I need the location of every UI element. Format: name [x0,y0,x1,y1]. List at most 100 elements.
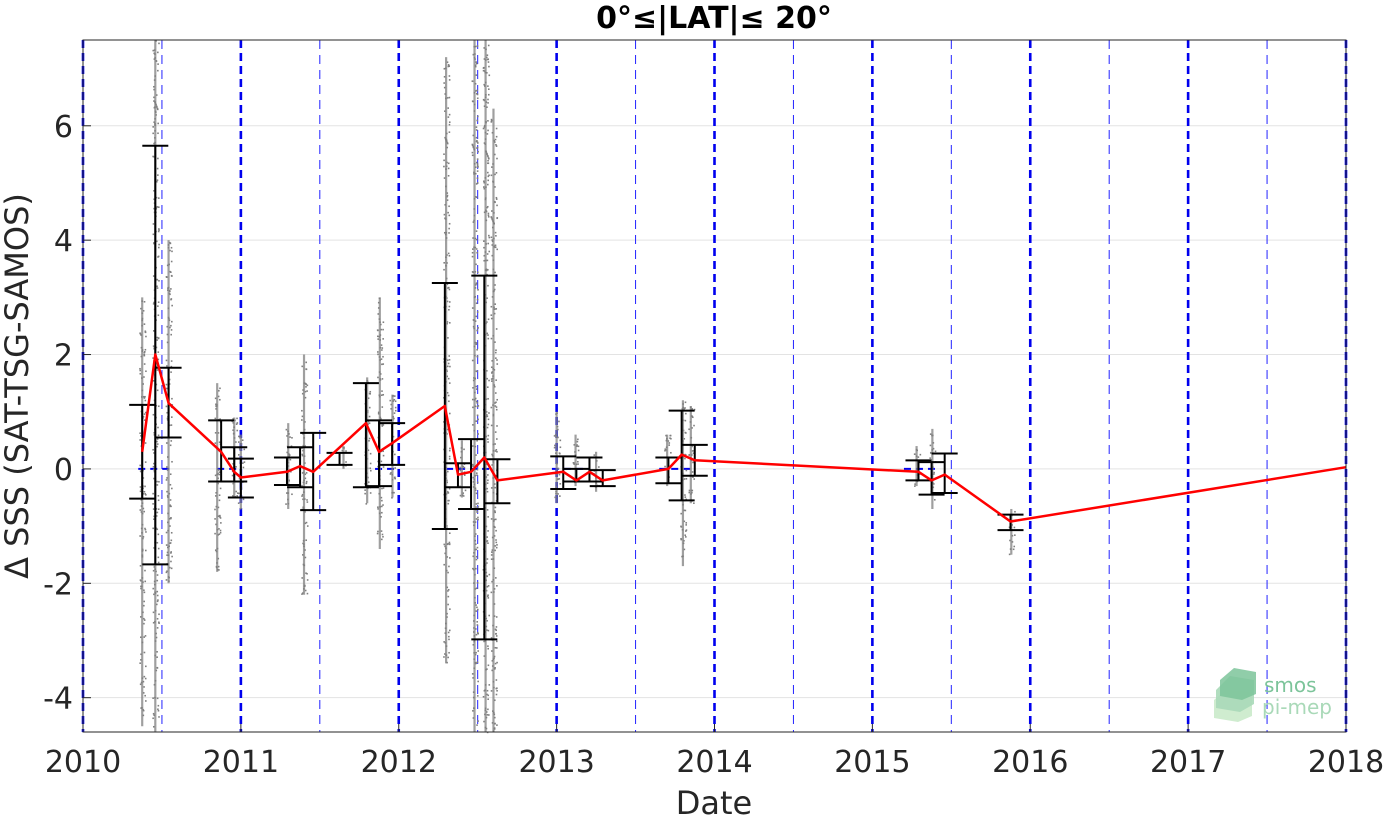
data-point [165,387,168,390]
data-point [156,440,158,443]
data-point [475,385,477,388]
error-bar [918,461,945,496]
data-point [685,522,688,524]
data-point [475,282,478,284]
data-point [472,643,475,646]
data-point [495,349,497,352]
data-point [933,498,936,501]
data-point [156,600,159,603]
data-point [237,454,240,456]
data-point [170,298,173,300]
data-point [156,108,159,111]
data-point [486,369,488,372]
data-point [170,552,172,554]
data-point [381,378,384,380]
data-point [684,419,687,422]
data-point [487,423,490,426]
data-point [553,435,556,437]
data-point [462,492,465,494]
data-point [217,506,220,509]
data-point [153,462,155,465]
data-point [487,597,490,599]
data-point [475,315,478,318]
data-point [471,463,474,466]
data-point [446,97,449,99]
data-point [475,92,478,95]
data-point [496,450,498,453]
data-point [377,335,379,338]
data-point [382,355,384,358]
data-point [157,495,160,497]
data-point [143,397,146,399]
data-point [495,145,498,147]
data-point [669,434,672,437]
data-point [214,549,217,551]
data-point [448,232,450,234]
data-point [377,411,380,414]
data-point [474,166,477,169]
data-point [554,496,557,499]
data-point [156,445,158,448]
data-point [477,516,479,519]
data-point [494,405,497,407]
data-point [598,466,600,468]
data-point [301,415,304,418]
data-point [156,180,158,183]
data-point [301,593,303,595]
data-point [476,621,479,623]
data-point [475,196,478,199]
data-point [670,451,672,454]
data-point [475,548,478,551]
data-point [447,64,450,66]
x-tick-label-2012: 2012 [361,745,437,780]
data-point [477,327,479,329]
data-point [155,60,158,62]
data-point [156,278,159,281]
data-point [165,479,168,481]
data-point [482,240,485,242]
data-point [157,301,160,304]
data-point [476,271,479,274]
data-point [447,394,450,397]
data-point [475,587,478,590]
data-point [170,560,172,563]
data-point [443,75,446,78]
data-point [166,466,168,468]
data-point [242,462,244,464]
data-point [232,495,234,497]
data-point [471,144,474,147]
data-point [448,214,451,217]
data-point [170,517,172,520]
data-point [487,120,489,122]
data-point [476,724,478,726]
data-point [487,434,490,437]
data-point [475,136,478,139]
data-point [691,450,694,452]
data-point [475,506,477,508]
data-point [494,431,497,433]
data-point [304,556,307,559]
data-point [475,610,477,612]
data-point [491,239,494,241]
data-point [486,689,489,692]
data-point [474,284,477,286]
data-point [486,629,488,631]
data-point [152,508,155,510]
data-point [291,493,293,496]
data-point [448,458,451,460]
data-point [472,134,475,137]
data-point [143,622,145,625]
data-point [446,470,449,473]
data-point [169,499,172,501]
data-point [214,397,217,400]
data-point [446,556,449,558]
data-point [487,159,489,162]
data-point [217,565,220,568]
data-point [680,538,682,540]
data-point [487,102,489,104]
x-axis-ticks: 2010 2011 2012 2013 2014 2015 2016 2017 2018 [45,724,1384,780]
data-point [448,322,451,324]
data-point [488,65,490,68]
data-point [443,656,445,658]
data-point [285,503,287,505]
